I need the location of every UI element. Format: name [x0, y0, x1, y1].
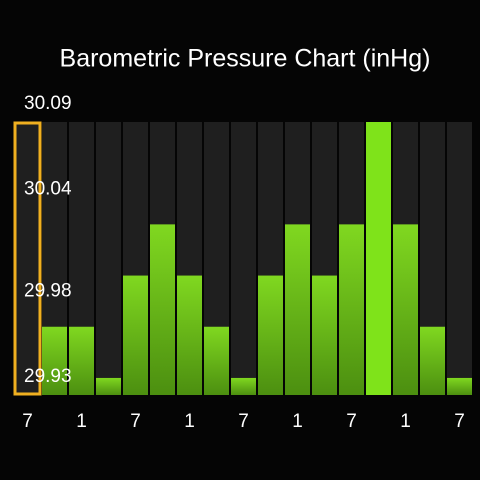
x-tick-label: 1: [76, 411, 87, 432]
bar: [150, 224, 175, 395]
x-tick-label: 7: [22, 411, 33, 432]
bar: [42, 326, 67, 395]
y-tick-label: 29.98: [24, 281, 72, 302]
bar: [231, 377, 256, 395]
bar: [123, 275, 148, 395]
x-tick-label: 1: [400, 411, 411, 432]
x-tick-label: 7: [130, 411, 141, 432]
x-tick-label: 7: [238, 411, 249, 432]
bar: [420, 326, 445, 395]
x-tick-label: 1: [184, 411, 195, 432]
bar: [177, 275, 202, 395]
y-tick-label: 30.09: [24, 93, 72, 114]
bar: [339, 224, 364, 395]
bar: [204, 326, 229, 395]
y-tick-label: 29.93: [24, 366, 72, 387]
x-tick-label: 1: [292, 411, 303, 432]
bar: [312, 275, 337, 395]
column-background: [15, 122, 40, 395]
bar: [447, 377, 472, 395]
bar: [96, 377, 121, 395]
bar: [285, 224, 310, 395]
selection-highlight: [13, 121, 42, 396]
bar: [258, 275, 283, 395]
x-tick-label: 7: [346, 411, 357, 432]
column-background: [96, 122, 121, 395]
bar: [393, 224, 418, 395]
bar: [69, 326, 94, 395]
y-tick-label: 30.04: [24, 178, 72, 199]
x-tick-label: 7: [454, 411, 465, 432]
bar: [366, 122, 391, 395]
column-background: [447, 122, 472, 395]
column-background: [231, 122, 256, 395]
chart-title: Barometric Pressure Chart (inHg): [60, 45, 431, 73]
